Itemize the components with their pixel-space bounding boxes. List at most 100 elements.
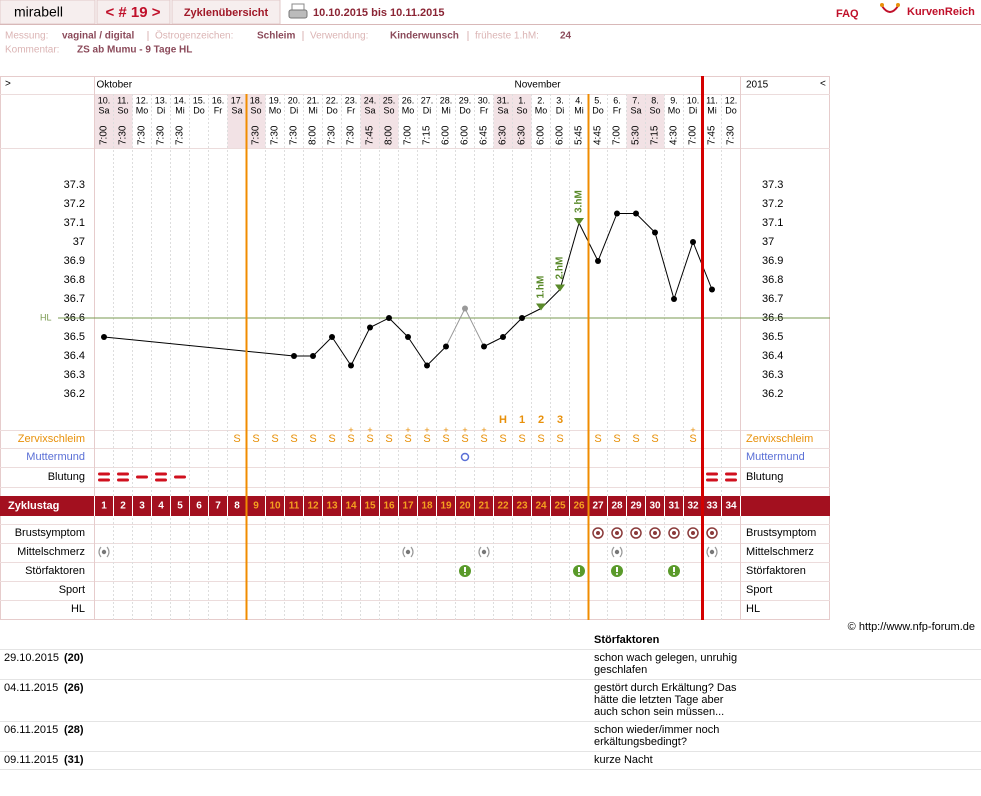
- mucus-plus: +: [690, 425, 695, 435]
- overview-box[interactable]: [171, 0, 281, 25]
- cycle-nav[interactable]: < # 19 >: [105, 4, 160, 21]
- temp-point: [595, 258, 601, 264]
- weekday-label: So: [250, 105, 261, 115]
- mucus-sign: S: [271, 433, 278, 445]
- nav-right[interactable]: <: [820, 79, 826, 90]
- day-label: 27.: [421, 95, 434, 105]
- temp-point: [519, 315, 525, 321]
- cycle-day: 19: [440, 501, 452, 512]
- weekday-label: So: [516, 105, 527, 115]
- note-date: 06.11.2015: [0, 721, 60, 752]
- cycle-box[interactable]: [96, 0, 171, 25]
- day-label: 10.: [98, 95, 111, 105]
- info-value: 24: [560, 31, 572, 42]
- note-day: (20): [60, 649, 590, 680]
- temp-segment: [103, 336, 295, 357]
- time-label: 5:30: [631, 125, 642, 145]
- breast-icon: [668, 527, 680, 539]
- temp-point: [614, 210, 620, 217]
- bleeding-bar: [725, 472, 737, 476]
- weekday-label: Mo: [269, 105, 282, 115]
- mucus-sign: S+: [347, 425, 354, 445]
- brand-name[interactable]: KurvenReich: [907, 6, 975, 18]
- weekday-label: So: [383, 105, 394, 115]
- mucus-sign: S: [252, 433, 259, 445]
- cell: [750, 679, 981, 722]
- peak-label: 3.hM: [574, 190, 585, 213]
- print-icon[interactable]: [288, 3, 308, 19]
- info-value: Kinderwunsch: [390, 31, 459, 42]
- cycle-day: 7: [215, 501, 221, 512]
- faq-link[interactable]: FAQ: [836, 8, 859, 20]
- breast-icon: [649, 527, 661, 539]
- day-label: 6.: [613, 95, 621, 105]
- bleeding-bar: [174, 475, 186, 479]
- time-label: 7:00: [612, 125, 623, 145]
- breast-icon: [592, 527, 604, 539]
- day-label: 7.: [632, 95, 640, 105]
- weekday-label: Sa: [231, 105, 242, 115]
- temp-point: [462, 305, 468, 312]
- info-value: vaginal / digital: [62, 31, 134, 42]
- comment: ZS ab Mumu - 9 Tage HL: [77, 45, 192, 56]
- cycle-day: 30: [649, 501, 661, 512]
- disturbance-icon: [611, 565, 623, 577]
- weekday-label: Fr: [613, 105, 622, 115]
- comment-label: Kommentar:: [5, 45, 59, 56]
- mucus-sign: S+: [461, 425, 468, 445]
- time-label: 7:45: [365, 125, 376, 145]
- brand-logo[interactable]: [880, 3, 900, 13]
- day-label: 14.: [174, 95, 187, 105]
- row-label: HL: [746, 603, 760, 615]
- y-tick-label: 37.3: [762, 179, 783, 191]
- y-tick-label: 36.7: [64, 293, 85, 305]
- weekday-label: Sa: [98, 105, 109, 115]
- cycle-day: 22: [497, 501, 509, 512]
- weekday-label: Fr: [480, 105, 489, 115]
- pain-dot: [405, 549, 411, 555]
- y-tick-label: 36.2: [762, 388, 783, 400]
- row-label: Blutung: [746, 471, 783, 483]
- breast-ring: [668, 527, 680, 539]
- weekday-label: Do: [459, 105, 471, 115]
- bleeding-icon: [136, 475, 148, 479]
- temp-point: [101, 334, 107, 340]
- time-label: 7:15: [650, 125, 661, 145]
- temp-segment: [502, 317, 523, 338]
- y-tick-label: 36.9: [762, 255, 783, 267]
- temp-segment: [521, 308, 542, 319]
- overview-link[interactable]: Zyklenübersicht: [184, 7, 269, 19]
- breast-ring: [611, 527, 623, 539]
- cycle-day: 16: [383, 501, 395, 512]
- note-date: 29.10.2015: [0, 649, 60, 680]
- breast-dot: [596, 531, 600, 535]
- breast-dot: [672, 531, 676, 535]
- pain-icon: [478, 546, 490, 558]
- y-tick-label: 37.3: [64, 179, 85, 191]
- bleeding-bar: [706, 472, 718, 476]
- weekday-label: Do: [725, 105, 737, 115]
- bleeding-icon: [725, 472, 737, 482]
- temp-segment: [483, 336, 504, 347]
- cycle-day: 29: [630, 501, 642, 512]
- bleeding-bar: [136, 475, 148, 479]
- mucus-sign: S: [556, 433, 563, 445]
- breast-icon: [630, 527, 642, 539]
- cell: [750, 751, 981, 770]
- day-label: 21.: [307, 95, 320, 105]
- day-label: 4.: [575, 95, 583, 105]
- mucus-sign: S: [233, 433, 240, 445]
- weekend-shade: [379, 94, 399, 148]
- pain-icon: [402, 546, 414, 558]
- note-day: (26): [60, 679, 590, 722]
- breast-ring: [630, 527, 642, 539]
- cycle-day: 32: [687, 501, 699, 512]
- temp-segment: [464, 308, 485, 347]
- note-text: kurze Nacht: [590, 751, 750, 770]
- nav-left[interactable]: >: [5, 79, 11, 90]
- weekend-shade: [113, 94, 133, 148]
- day-label: 11.: [706, 95, 718, 105]
- breast-ring: [592, 527, 604, 539]
- day-label: 9.: [670, 95, 678, 105]
- peak-marker: [555, 284, 565, 292]
